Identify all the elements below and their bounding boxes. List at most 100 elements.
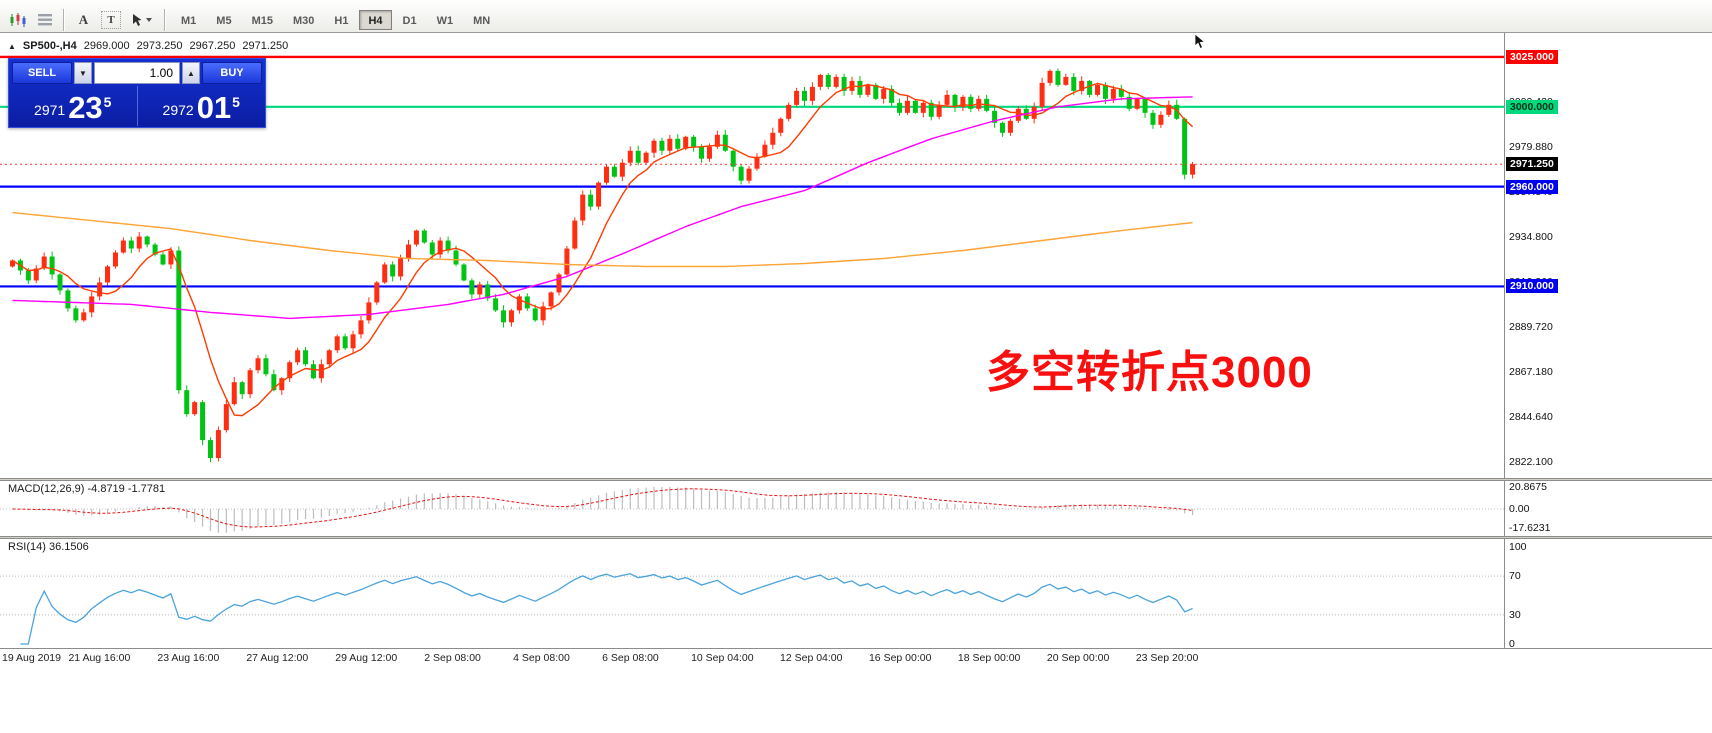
candle-body bbox=[1158, 114, 1164, 125]
ohlc-low: 2967.250 bbox=[189, 40, 236, 52]
candle-body bbox=[33, 268, 39, 281]
candle-body bbox=[501, 310, 507, 323]
candle-body bbox=[1102, 84, 1108, 99]
candle-body bbox=[1031, 106, 1037, 119]
chart-annotation-text[interactable]: 多空转折点3000 bbox=[986, 348, 1313, 397]
candle-body bbox=[41, 256, 47, 269]
candle-body bbox=[691, 136, 697, 147]
timeframe-h4[interactable]: H4 bbox=[359, 9, 392, 30]
candle-body bbox=[675, 138, 681, 149]
timeframe-mn[interactable]: MN bbox=[473, 14, 491, 27]
candle-body bbox=[239, 382, 245, 395]
candle-body bbox=[358, 320, 364, 335]
candle-body bbox=[1007, 120, 1013, 133]
buy-button[interactable]: BUY bbox=[202, 61, 262, 84]
time-axis-label: 4 Sep 08:00 bbox=[513, 652, 570, 664]
time-axis-label: 6 Sep 08:00 bbox=[602, 652, 659, 664]
candle-body bbox=[342, 336, 348, 349]
candle-body bbox=[762, 144, 768, 157]
macd-values: -4.8719 -1.7781 bbox=[87, 483, 166, 495]
timeframe-h1[interactable]: H1 bbox=[334, 14, 349, 27]
candle-body bbox=[326, 350, 332, 365]
candle-body bbox=[366, 302, 372, 321]
candle-body bbox=[556, 274, 562, 293]
candle-body bbox=[532, 308, 538, 321]
candle-body bbox=[817, 74, 823, 87]
candle-body bbox=[865, 84, 871, 95]
candle-body bbox=[374, 282, 380, 303]
candle-body bbox=[714, 134, 720, 147]
indicator-scale-tick: 100 bbox=[1509, 541, 1527, 553]
candle-body bbox=[873, 84, 879, 99]
timeframe-w1[interactable]: W1 bbox=[436, 14, 454, 27]
candle-body bbox=[437, 240, 443, 255]
volume-decrease-button[interactable]: ▼ bbox=[74, 61, 92, 84]
rsi-line bbox=[20, 573, 1193, 645]
candle-body bbox=[215, 430, 221, 459]
text-label-icon[interactable]: A bbox=[78, 11, 89, 27]
candle-body bbox=[540, 306, 546, 321]
candle-body bbox=[493, 298, 499, 311]
candle-body bbox=[809, 86, 815, 101]
candle-body bbox=[778, 118, 784, 133]
candle-body bbox=[1190, 164, 1196, 175]
candle-body bbox=[1055, 70, 1061, 85]
candle-body bbox=[406, 244, 411, 259]
bid-pips: 23 bbox=[68, 90, 103, 125]
indicators-grid-icon[interactable] bbox=[31, 9, 58, 31]
rsi-value: 36.1506 bbox=[48, 541, 89, 553]
time-axis-label: 12 Sep 04:00 bbox=[780, 652, 843, 664]
timeframe-m5[interactable]: M5 bbox=[216, 14, 232, 27]
one-click-toggle-icon[interactable]: ▲ bbox=[8, 41, 16, 51]
volume-input[interactable] bbox=[94, 61, 180, 84]
candle-body bbox=[382, 264, 388, 283]
time-axis-label: 23 Aug 16:00 bbox=[157, 652, 220, 664]
panel-splitter[interactable] bbox=[0, 536, 1712, 539]
candle-body bbox=[889, 88, 895, 103]
timeframe-m15[interactable]: M15 bbox=[251, 14, 273, 27]
timeframe-m30[interactable]: M30 bbox=[292, 14, 315, 27]
candle-body bbox=[651, 140, 657, 153]
candle-body bbox=[303, 350, 309, 365]
candle-body bbox=[1087, 80, 1093, 95]
chart-window-icon[interactable] bbox=[4, 9, 31, 31]
volume-increase-button[interactable]: ▲ bbox=[182, 61, 200, 84]
candle-body bbox=[223, 404, 229, 431]
candle-body bbox=[588, 194, 594, 207]
panel-splitter[interactable] bbox=[0, 478, 1712, 481]
candle-body bbox=[754, 156, 760, 169]
cursor-tool-icon[interactable] bbox=[125, 9, 159, 31]
candle-body bbox=[1000, 122, 1005, 133]
candle-body bbox=[263, 358, 269, 375]
price-line-label: 2971.250 bbox=[1506, 157, 1558, 172]
cursor-glyph bbox=[133, 13, 142, 26]
price-line-label: 2910.000 bbox=[1506, 279, 1558, 294]
candle-body bbox=[73, 308, 79, 321]
ohlc-close: 2971.250 bbox=[242, 40, 289, 52]
candle-body bbox=[1150, 112, 1156, 125]
candle-body bbox=[738, 166, 744, 181]
candle-body bbox=[944, 94, 950, 105]
text-box-icon[interactable]: T bbox=[101, 10, 121, 29]
candle-body bbox=[200, 402, 206, 441]
candle-body bbox=[936, 104, 942, 117]
ma-line-slow bbox=[12, 211, 1193, 268]
sell-button[interactable]: SELL bbox=[12, 61, 72, 84]
timeframe-d1[interactable]: D1 bbox=[402, 14, 417, 27]
candle-body bbox=[952, 94, 958, 107]
time-axis-label: 16 Sep 00:00 bbox=[868, 652, 932, 664]
candle-body bbox=[334, 336, 340, 351]
candle-body bbox=[564, 248, 570, 275]
timeframe-group: M1 M5 M15 M30 H1 H4 D1 W1 MN bbox=[171, 9, 500, 30]
mouse-cursor-icon bbox=[1194, 34, 1206, 50]
indicator-scale-tick: 30 bbox=[1509, 608, 1521, 621]
price-line-label: 3000.000 bbox=[1506, 99, 1558, 114]
candle-body bbox=[176, 250, 182, 391]
time-axis-label: 23 Sep 20:00 bbox=[1135, 652, 1199, 664]
timeframe-m1[interactable]: M1 bbox=[181, 14, 197, 27]
bid-price: 2971 23 5 bbox=[9, 86, 137, 126]
ohlc-open: 2969.000 bbox=[83, 40, 130, 52]
candle-body bbox=[421, 230, 427, 243]
macd-signal-line bbox=[12, 488, 1193, 528]
candle-body bbox=[643, 152, 649, 163]
